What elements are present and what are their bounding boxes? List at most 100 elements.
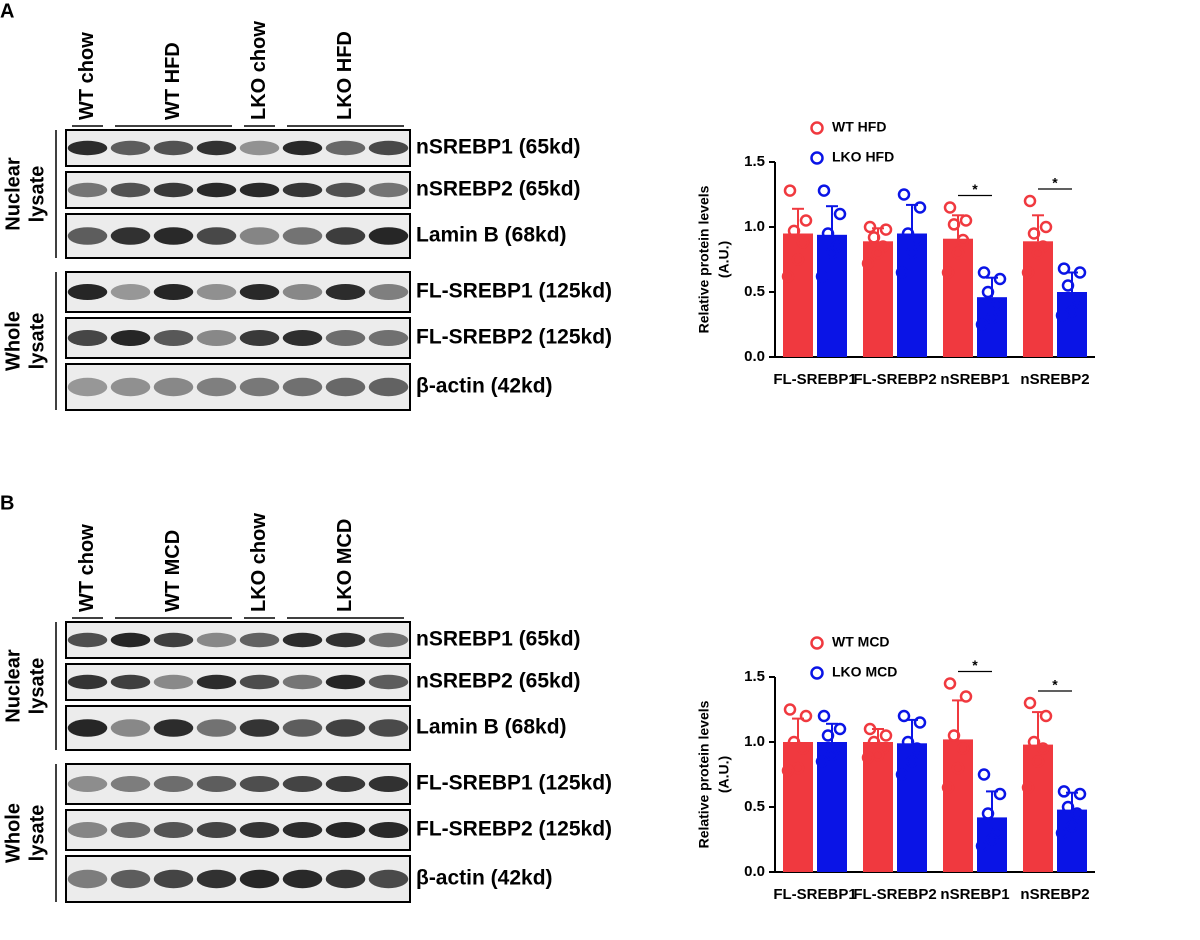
data-point [985,833,999,846]
band-label: FL-SREBP1 (125kd) [416,280,612,303]
data-point [910,233,924,247]
y-tick-label: 0.0 [744,348,765,365]
band [67,227,108,245]
band [153,674,194,690]
y-tick-label: 1.0 [744,733,765,750]
compartment-label: lysate [26,805,48,862]
band [196,869,237,889]
band [325,377,366,397]
band [67,776,108,792]
legend-marker [810,151,824,165]
y-tick-label: 1.5 [744,153,765,170]
blot-strip [65,129,411,167]
band [153,869,194,889]
bar [783,233,813,357]
data-point [941,266,955,279]
band [325,330,366,346]
data-point [951,761,965,775]
data-point [787,735,801,749]
band [368,674,409,690]
data-point [1070,292,1084,305]
blot-strip [65,663,411,701]
group-label: WT chow [76,524,98,612]
band [196,674,237,690]
band [110,227,151,245]
data-point [783,703,797,716]
bar [1057,809,1087,872]
bar [783,742,813,872]
band [110,719,151,737]
compartment-label: Nuclear [2,157,24,231]
band [110,869,151,889]
data-point [990,298,1004,312]
significance-label: * [972,181,978,197]
bar [897,233,927,357]
band [282,377,323,397]
blot-strip [65,363,411,411]
legend-label: WT HFD [832,119,886,135]
band-label: FL-SREBP2 (125kd) [416,818,612,841]
data-point [1073,787,1087,801]
band [67,330,108,346]
data-point [993,272,1007,286]
data-point [959,214,973,227]
band [239,227,280,245]
band [153,776,194,792]
band [67,822,108,838]
data-point [956,742,970,755]
data-point [1027,227,1041,240]
group-label: LKO chow [248,513,270,612]
data-point [941,781,955,794]
x-tick-label: nSREBP1 [940,371,1009,388]
data-point [817,709,831,723]
band [325,632,366,648]
band [196,776,237,792]
band [368,377,409,397]
data-point [905,246,919,260]
bar [863,241,893,357]
group-label: LKO MCD [334,519,356,612]
band [325,227,366,245]
band [196,822,237,838]
band [153,284,194,300]
bar [817,234,847,357]
blot-strip [65,855,411,903]
legend-label: LKO MCD [832,664,897,680]
band-label: FL-SREBP2 (125kd) [416,326,612,349]
data-point [799,214,813,227]
bar [943,739,973,872]
x-tick-label: nSREBP2 [1020,371,1089,388]
band [282,140,323,156]
band-label: β-actin (42kd) [416,867,553,890]
blot-strip [65,317,411,359]
bar [1023,744,1053,872]
band [153,632,194,648]
data-point [879,729,893,742]
data-point [791,253,805,266]
band [282,822,323,838]
legend-marker [810,121,824,135]
group-label: WT HFD [162,42,184,120]
band [196,140,237,156]
data-point [861,751,875,764]
significance-label: * [972,657,978,673]
data-point [1021,266,1035,279]
y-axis-label: (A.U.) [716,241,732,278]
band [110,140,151,156]
band [325,719,366,737]
band [67,674,108,690]
data-point [975,839,989,853]
band [239,822,280,838]
data-point [817,184,831,197]
y-tick-label: 1.0 [744,218,765,235]
band [282,182,323,198]
data-point [981,285,995,299]
legend-marker [810,666,824,680]
band [196,284,237,300]
data-point [897,709,911,723]
band [110,330,151,346]
y-axis-label: Relative protein levels [696,700,712,848]
band-label: FL-SREBP1 (125kd) [416,772,612,795]
bar [943,238,973,357]
data-point [833,207,847,221]
